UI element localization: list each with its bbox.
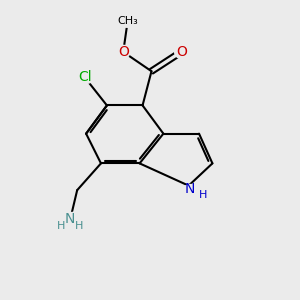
Text: CH₃: CH₃ — [117, 16, 138, 26]
Text: H: H — [199, 190, 207, 200]
Text: N: N — [185, 182, 195, 196]
Text: O: O — [176, 45, 187, 59]
Text: Cl: Cl — [78, 70, 92, 84]
Ellipse shape — [182, 184, 202, 198]
Text: O: O — [118, 45, 129, 59]
Ellipse shape — [117, 45, 130, 58]
Ellipse shape — [60, 212, 87, 230]
Ellipse shape — [116, 14, 140, 27]
Ellipse shape — [75, 70, 94, 84]
Text: H: H — [57, 221, 65, 231]
Text: N: N — [64, 212, 75, 226]
Text: H: H — [74, 221, 83, 231]
Ellipse shape — [175, 45, 188, 58]
